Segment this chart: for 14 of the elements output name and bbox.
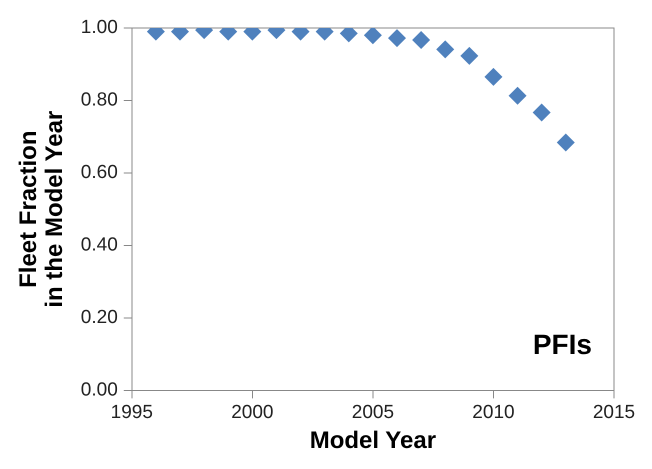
x-tick-label: 2015 — [592, 402, 636, 424]
x-tick-label: 2010 — [472, 402, 515, 424]
y-tick-label: 0.20 — [80, 307, 118, 328]
y-tick-label: 0.00 — [80, 380, 118, 401]
y-axis-title: Fleet Fraction in the Model Year — [14, 110, 68, 308]
x-tick-label: 1995 — [110, 402, 153, 424]
x-axis-title: Model Year — [310, 427, 436, 454]
x-tick-label: 2000 — [231, 402, 274, 424]
y-tick-label: 0.80 — [80, 90, 118, 111]
y-tick-label: 1.00 — [80, 17, 118, 38]
y-tick-label: 0.60 — [80, 162, 118, 184]
annotation: PFIs — [532, 329, 592, 360]
y-tick-label: 0.40 — [80, 234, 118, 256]
x-tick-label: 2005 — [352, 402, 394, 424]
